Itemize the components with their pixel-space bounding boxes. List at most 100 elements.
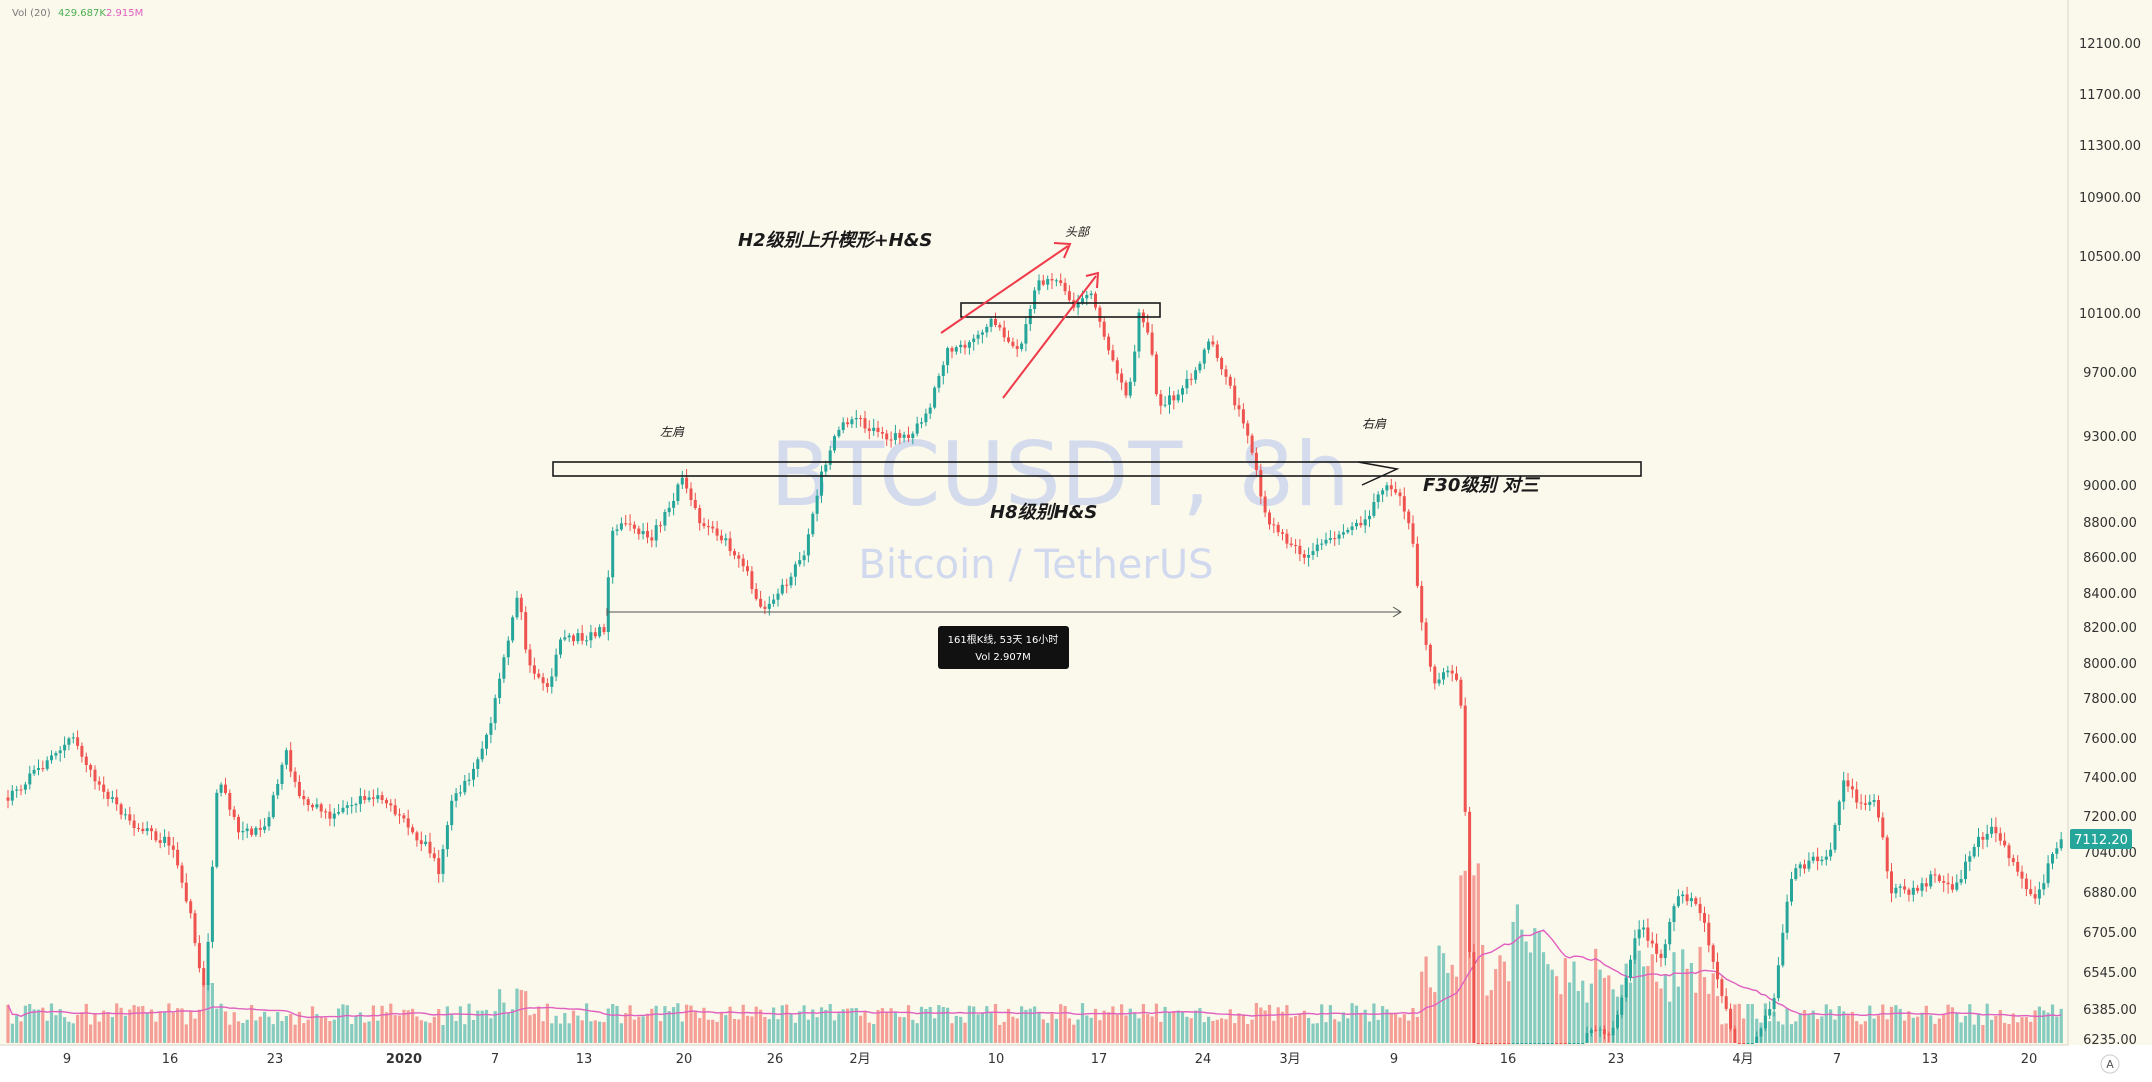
candle-body bbox=[1520, 1043, 1524, 1044]
candle-body bbox=[1698, 903, 1702, 914]
volume-bar bbox=[49, 1003, 54, 1043]
volume-bar bbox=[1289, 1017, 1293, 1043]
candle-body bbox=[84, 756, 88, 765]
candle-body bbox=[928, 407, 932, 414]
candle-body bbox=[659, 525, 662, 527]
volume-bar bbox=[780, 1005, 784, 1043]
candle-body bbox=[293, 771, 297, 782]
volume-bar bbox=[1528, 952, 1533, 1043]
volume-bar bbox=[706, 1019, 710, 1043]
candle-body bbox=[1285, 533, 1289, 544]
candle-body bbox=[184, 882, 188, 902]
candle-body bbox=[1154, 354, 1158, 395]
candle-body bbox=[1281, 532, 1284, 534]
candle-body bbox=[650, 537, 654, 541]
volume-bar bbox=[1011, 1016, 1015, 1043]
candle-body bbox=[206, 941, 210, 985]
candle-body bbox=[271, 795, 275, 818]
volume-bar bbox=[1937, 1018, 1941, 1043]
candle-body bbox=[1472, 952, 1476, 1043]
volume-bar bbox=[1285, 1005, 1289, 1043]
candle-body bbox=[437, 858, 441, 874]
candle-body bbox=[363, 796, 367, 800]
volume-bar bbox=[1833, 1019, 1837, 1043]
neckline-zone-rect bbox=[552, 461, 1642, 477]
volume-bar bbox=[319, 1017, 323, 1043]
volume-bar bbox=[219, 1003, 223, 1043]
volume-bar bbox=[1059, 1004, 1063, 1043]
volume-bar bbox=[276, 1012, 280, 1043]
price-tick-label: 8200.00 bbox=[2083, 621, 2137, 636]
candle-body bbox=[97, 781, 101, 785]
volume-bar bbox=[641, 1016, 645, 1043]
volume-bar bbox=[193, 1018, 197, 1043]
candle-body bbox=[776, 593, 780, 600]
volume-bar bbox=[1624, 963, 1628, 1043]
time-tick-label: 23 bbox=[1608, 1052, 1625, 1067]
volume-bar bbox=[898, 1016, 902, 1043]
current-price-tag bbox=[2070, 829, 2132, 849]
candle-body bbox=[1576, 1043, 1580, 1044]
price-tick-label: 10900.00 bbox=[2079, 191, 2141, 206]
candle-body bbox=[1324, 539, 1328, 544]
volume-bar bbox=[1737, 1003, 1741, 1043]
auto-scale-button[interactable]: A bbox=[2100, 1054, 2120, 1074]
volume-bar bbox=[498, 989, 502, 1043]
candle-body bbox=[624, 523, 628, 525]
time-axis-pane bbox=[0, 1045, 2152, 1082]
price-tick-label: 6705.00 bbox=[2083, 926, 2137, 941]
auto-scale-button-bg[interactable] bbox=[2100, 1054, 2120, 1074]
time-tick-label: 20 bbox=[676, 1052, 693, 1067]
candle-body bbox=[1294, 545, 1298, 546]
volume-bar bbox=[1133, 1013, 1137, 1043]
volume-bar bbox=[1511, 921, 1515, 1043]
volume-bar bbox=[1733, 1004, 1737, 1043]
volume-bar bbox=[302, 1023, 306, 1043]
candle-body bbox=[789, 576, 793, 586]
candle-body bbox=[367, 797, 371, 800]
volume-bar bbox=[1037, 1011, 1041, 1043]
volume-bar bbox=[1820, 1016, 1824, 1043]
candle-body bbox=[1176, 394, 1180, 401]
volume-bar bbox=[89, 1024, 93, 1043]
volume-bar bbox=[1098, 1020, 1102, 1043]
price-tick-label: 10500.00 bbox=[2079, 250, 2141, 265]
candle-body bbox=[567, 635, 571, 638]
candle-body bbox=[763, 606, 767, 609]
candle-body bbox=[15, 789, 19, 791]
volume-bar bbox=[985, 1006, 989, 1043]
volume-bar bbox=[602, 1022, 606, 1043]
candle-body bbox=[1859, 802, 1863, 804]
auto-scale-button-label[interactable]: A bbox=[2106, 1058, 2114, 1071]
price-axis[interactable]: 12100.00 11700.00 11300.00 10900.00 10500.00… bbox=[2079, 37, 2141, 1048]
volume-bar bbox=[1115, 1014, 1119, 1043]
volume-bar bbox=[1489, 990, 1493, 1043]
time-axis[interactable]: 9 16 23 2020 7 13 20 26 2月 10 17 24 3月 9 16 23 4月 7 13 20 bbox=[63, 1052, 2037, 1067]
candle-body bbox=[1111, 350, 1115, 361]
volume-bar bbox=[1028, 1008, 1032, 1043]
candle-body bbox=[1181, 388, 1184, 395]
volume-bar bbox=[115, 1003, 119, 1043]
candle-body bbox=[1394, 489, 1398, 493]
volume-bar bbox=[1968, 1004, 1972, 1043]
annotation-f30: F30级别 对三 bbox=[1423, 475, 1541, 496]
volume-bar bbox=[1063, 1006, 1067, 1043]
candle-body bbox=[715, 528, 719, 536]
candle-body bbox=[593, 632, 597, 637]
candle-body bbox=[263, 826, 267, 830]
candle-body bbox=[1607, 1034, 1611, 1036]
volume-bar bbox=[767, 1019, 771, 1043]
volume-bar bbox=[1581, 980, 1585, 1043]
volume-bar bbox=[580, 1020, 584, 1043]
price-tick-label: 6545.00 bbox=[2083, 966, 2137, 981]
candle-body bbox=[1807, 860, 1811, 869]
volume-bar bbox=[132, 1005, 136, 1043]
indicator-value-2: 2.915M bbox=[106, 8, 143, 19]
candle-body bbox=[358, 796, 362, 805]
volume-bar bbox=[841, 1009, 845, 1043]
candle-body bbox=[1920, 883, 1924, 891]
price-tick-label: 7040.00 bbox=[2083, 846, 2137, 861]
volume-bar bbox=[1633, 955, 1637, 1043]
volume-bar bbox=[619, 1023, 623, 1043]
candle-body bbox=[963, 344, 967, 348]
